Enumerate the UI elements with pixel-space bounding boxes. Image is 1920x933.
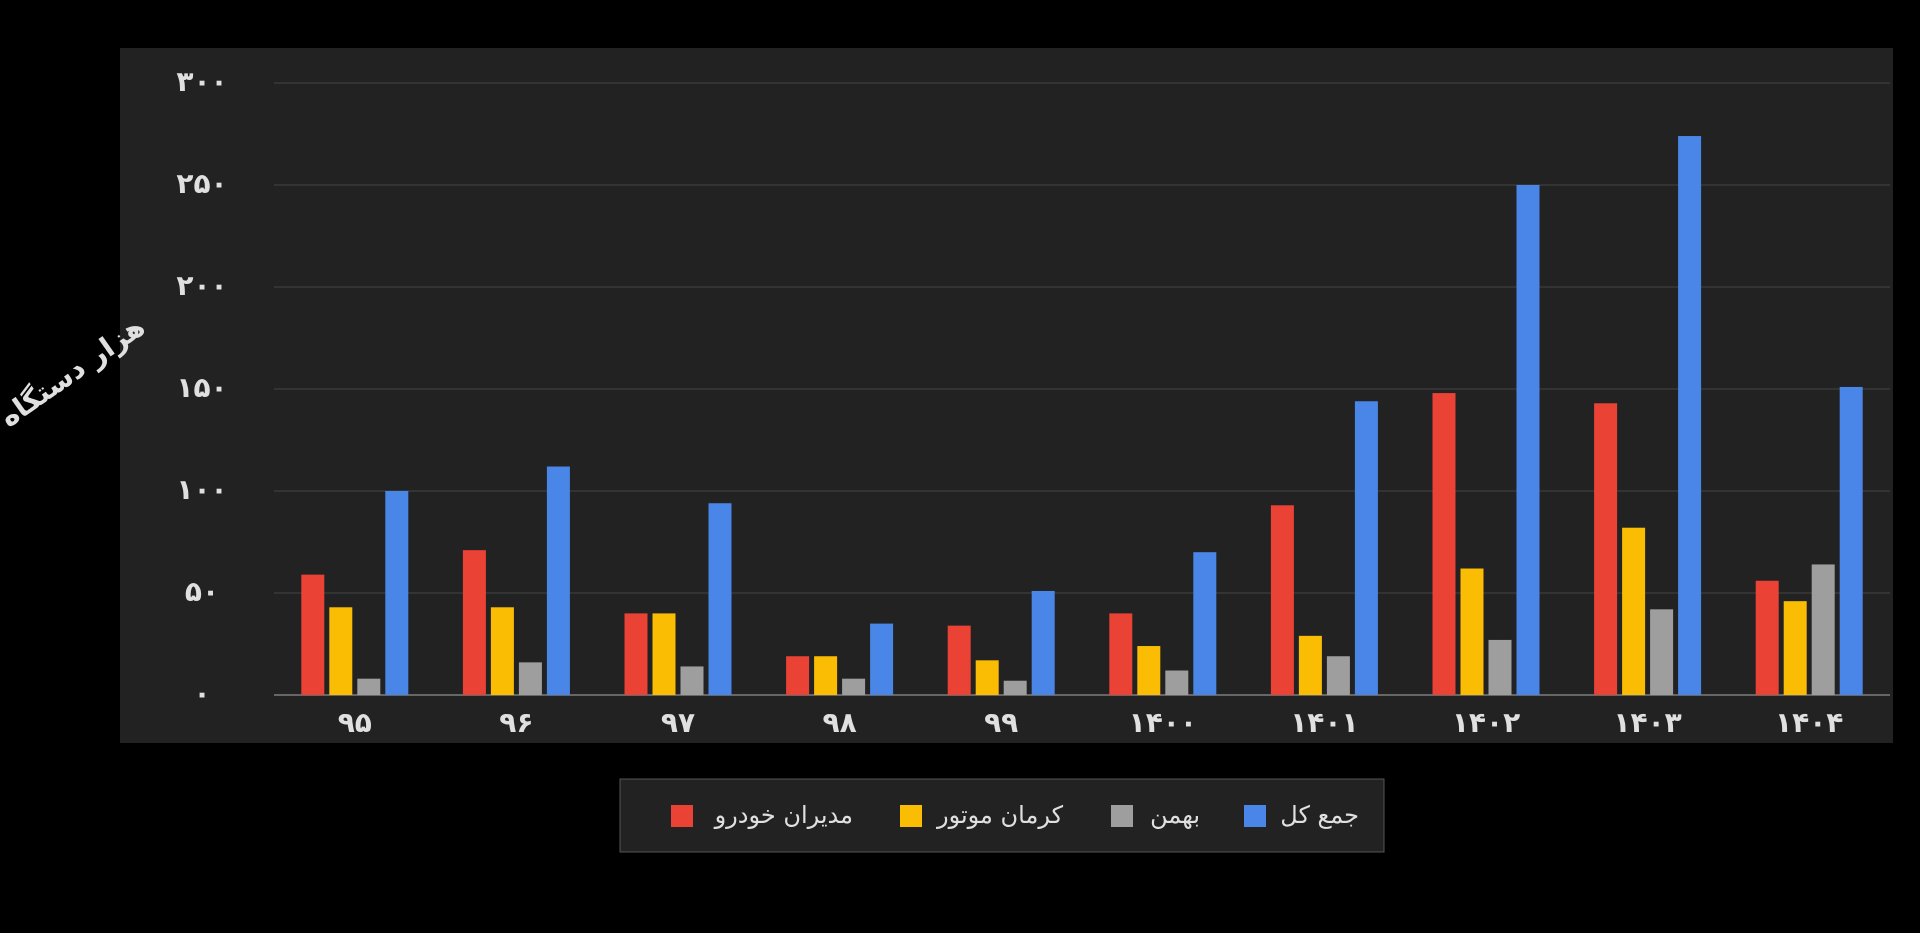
bar <box>301 574 325 695</box>
bar <box>357 678 381 695</box>
x-tick-label: ۹۸ <box>823 706 857 739</box>
bar <box>624 613 648 695</box>
legend-label: جمع کل <box>1280 801 1359 829</box>
y-tick-label: ۱۵۰ <box>176 371 227 404</box>
x-tick-label: ۹۵ <box>338 706 372 739</box>
bar <box>1354 401 1378 695</box>
bar <box>1622 527 1646 695</box>
legend-swatch <box>900 805 922 827</box>
x-tick-label: ۱۴۰۰ <box>1129 706 1197 739</box>
bar <box>870 623 894 695</box>
bar <box>1839 386 1863 695</box>
bar <box>680 666 704 695</box>
x-tick-label: ۹۷ <box>661 706 695 739</box>
y-tick-label: ۳۰۰ <box>176 65 227 98</box>
bar <box>385 491 409 695</box>
legend-label: کرمان موتور <box>936 801 1064 829</box>
bar <box>462 550 486 695</box>
bar <box>1516 185 1540 695</box>
bar <box>1650 609 1674 695</box>
x-tick-label: ۹۶ <box>499 706 533 739</box>
bar <box>947 625 971 695</box>
legend-swatch <box>1111 805 1133 827</box>
bar <box>518 662 542 695</box>
bar <box>1678 136 1702 696</box>
legend-swatch <box>671 805 693 827</box>
bar <box>1193 552 1217 695</box>
legend-swatch <box>1244 805 1266 827</box>
bar <box>1783 601 1807 695</box>
legend-label: بهمن <box>1150 801 1200 829</box>
bar <box>1165 670 1189 695</box>
bar <box>786 656 810 695</box>
x-tick-label: ۹۹ <box>984 706 1018 739</box>
y-tick-label: ۵۰ <box>185 575 219 608</box>
bar <box>329 607 353 695</box>
bar <box>708 503 732 695</box>
bar <box>1109 613 1133 695</box>
y-tick-label: ۲۰۰ <box>176 269 227 302</box>
x-tick-label: ۱۴۰۴ <box>1775 706 1843 739</box>
bar <box>814 656 838 695</box>
bar <box>1432 393 1456 695</box>
bar <box>1460 568 1484 695</box>
bar <box>1003 680 1027 695</box>
bar <box>1755 580 1779 695</box>
y-tick-label: ۲۵۰ <box>176 167 227 200</box>
x-tick-label: ۱۴۰۳ <box>1613 706 1681 739</box>
legend-label: مدیران خودرو <box>714 801 853 829</box>
y-tick-label: ۰ <box>193 677 210 710</box>
x-tick-label: ۱۴۰۱ <box>1290 706 1358 739</box>
y-tick-label: ۱۰۰ <box>176 473 227 506</box>
bar <box>490 607 514 695</box>
bar <box>1488 639 1512 695</box>
bar <box>1270 505 1294 695</box>
bar <box>546 466 570 695</box>
bar <box>1298 635 1322 695</box>
bar <box>1326 656 1350 695</box>
bar <box>652 613 676 695</box>
bar <box>975 660 999 695</box>
bar <box>1031 590 1055 695</box>
bar <box>1137 646 1161 695</box>
x-tick-label: ۱۴۰۲ <box>1452 706 1520 739</box>
bar <box>1811 564 1835 695</box>
bar <box>842 678 866 695</box>
bar <box>1594 403 1618 695</box>
